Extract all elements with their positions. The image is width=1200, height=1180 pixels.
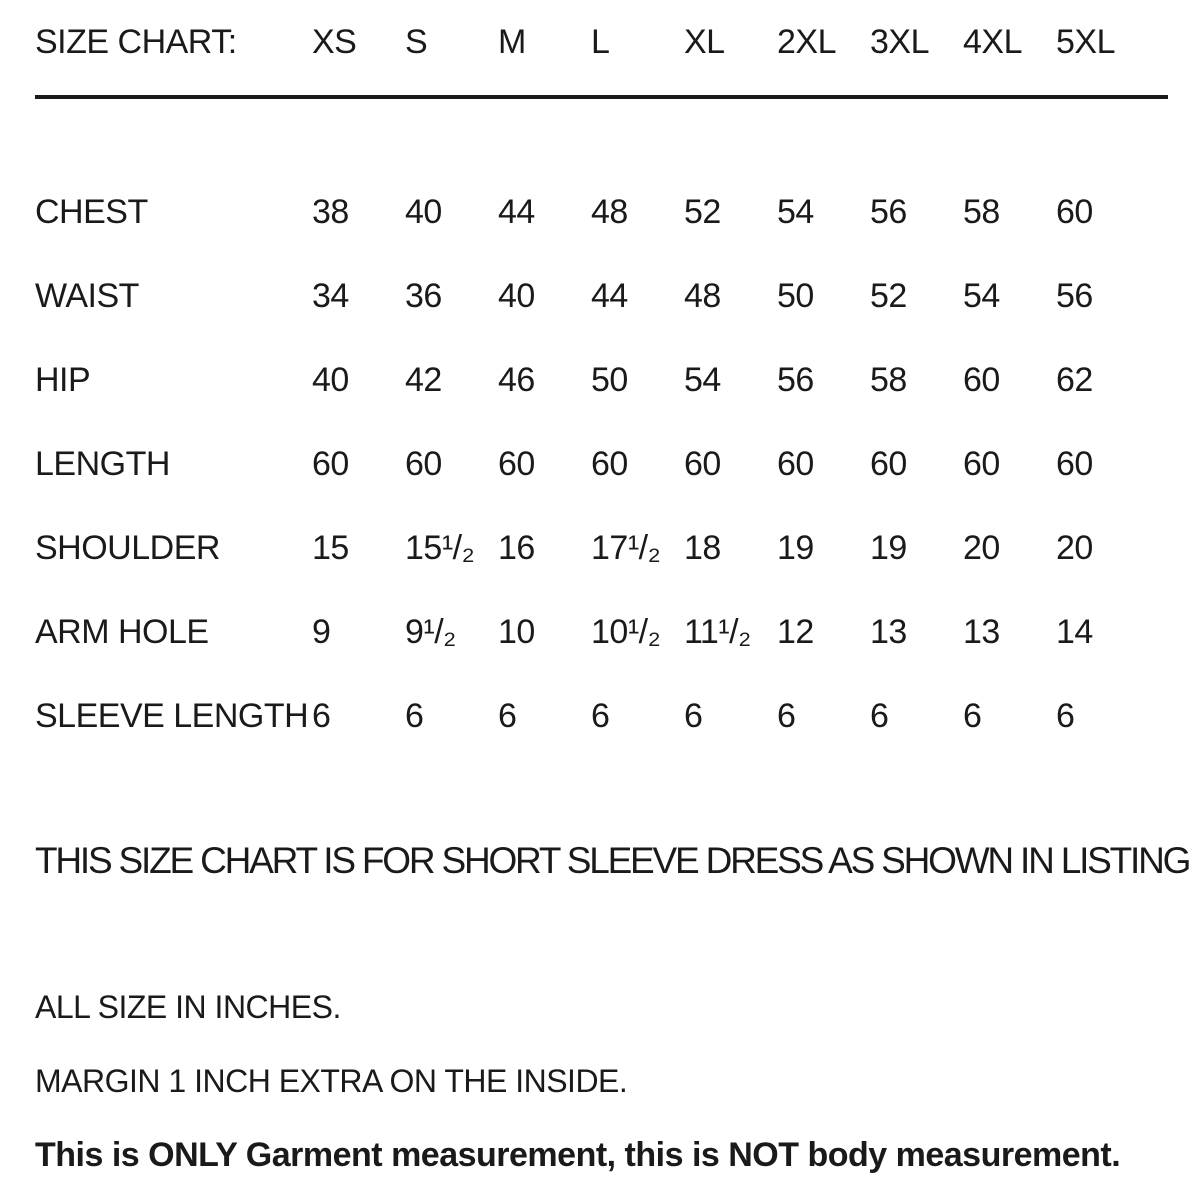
- cell-value: 38: [312, 192, 349, 231]
- column-header-l: L: [591, 22, 610, 61]
- cell-value: 6: [591, 696, 610, 735]
- column-header-2xl: 2XL: [777, 22, 837, 61]
- cell-value: 60: [870, 444, 907, 483]
- cell-value: 6: [963, 696, 982, 735]
- row-label: SHOULDER: [35, 528, 220, 567]
- column-header-3xl: 3XL: [870, 22, 930, 61]
- cell-value: 10: [498, 612, 535, 651]
- cell-value: 6: [498, 696, 517, 735]
- note-units: ALL SIZE IN INCHES.: [35, 989, 341, 1025]
- cell-value: 50: [591, 360, 628, 399]
- cell-value: 60: [498, 444, 535, 483]
- column-header-xl: XL: [684, 22, 725, 61]
- cell-value: 60: [312, 444, 349, 483]
- note-listing: THIS SIZE CHART IS FOR SHORT SLEEVE DRES…: [35, 840, 1191, 881]
- cell-value: 16: [498, 528, 535, 567]
- cell-value: 6: [870, 696, 889, 735]
- cell-value: 34: [312, 276, 349, 315]
- size-chart-title: SIZE CHART:: [35, 22, 237, 61]
- note-margin: MARGIN 1 INCH EXTRA ON THE INSIDE.: [35, 1063, 628, 1099]
- column-header-4xl: 4XL: [963, 22, 1023, 61]
- cell-value: 60: [1056, 444, 1093, 483]
- table-row-sleeve-length: SLEEVE LENGTH 6 6 6 6 6 6 6 6 6: [35, 674, 1200, 758]
- cell-value: 9¹/₂: [405, 612, 456, 651]
- cell-value: 6: [1056, 696, 1075, 735]
- table-row-hip: HIP 40 42 46 50 54 56 58 60 62: [35, 338, 1200, 422]
- cell-value: 60: [963, 444, 1000, 483]
- table-row-waist: WAIST 34 36 40 44 48 50 52 54 56: [35, 254, 1200, 338]
- cell-value: 58: [963, 192, 1000, 231]
- cell-value: 48: [684, 276, 721, 315]
- cell-value: 44: [498, 192, 535, 231]
- cell-value: 6: [684, 696, 703, 735]
- cell-value: 54: [684, 360, 721, 399]
- cell-value: 44: [591, 276, 628, 315]
- cell-value: 52: [684, 192, 721, 231]
- cell-value: 12: [777, 612, 814, 651]
- cell-value: 17¹/₂: [591, 528, 661, 567]
- cell-value: 19: [870, 528, 907, 567]
- cell-value: 13: [963, 612, 1000, 651]
- row-label: ARM HOLE: [35, 612, 209, 651]
- cell-value: 60: [963, 360, 1000, 399]
- divider-line: [35, 95, 1168, 99]
- row-label: CHEST: [35, 192, 148, 231]
- cell-value: 6: [312, 696, 331, 735]
- cell-value: 11¹/₂: [684, 612, 751, 651]
- cell-value: 15: [312, 528, 349, 567]
- size-chart-body: CHEST 38 40 44 48 52 54 56 58 60 WAIST 3…: [35, 170, 1200, 758]
- cell-value: 18: [684, 528, 721, 567]
- cell-value: 52: [870, 276, 907, 315]
- column-header-m: M: [498, 22, 526, 61]
- cell-value: 6: [405, 696, 424, 735]
- cell-value: 56: [870, 192, 907, 231]
- column-header-s: S: [405, 22, 428, 61]
- table-row-chest: CHEST 38 40 44 48 52 54 56 58 60: [35, 170, 1200, 254]
- note-disclaimer: This is ONLY Garment measurement, this i…: [35, 1136, 1121, 1174]
- cell-value: 9: [312, 612, 331, 651]
- size-chart-header-row: SIZE CHART: XS S M L XL 2XL 3XL 4XL 5XL: [35, 0, 1200, 84]
- cell-value: 46: [498, 360, 535, 399]
- cell-value: 20: [963, 528, 1000, 567]
- cell-value: 48: [591, 192, 628, 231]
- cell-value: 54: [777, 192, 814, 231]
- table-row-armhole: ARM HOLE 9 9¹/₂ 10 10¹/₂ 11¹/₂ 12 13 13 …: [35, 590, 1200, 674]
- cell-value: 50: [777, 276, 814, 315]
- cell-value: 40: [405, 192, 442, 231]
- column-header-5xl: 5XL: [1056, 22, 1116, 61]
- table-row-shoulder: SHOULDER 15 15¹/₂ 16 17¹/₂ 18 19 19 20 2…: [35, 506, 1200, 590]
- cell-value: 60: [684, 444, 721, 483]
- cell-value: 62: [1056, 360, 1093, 399]
- column-header-xs: XS: [312, 22, 357, 61]
- table-row-length: LENGTH 60 60 60 60 60 60 60 60 60: [35, 422, 1200, 506]
- cell-value: 10¹/₂: [591, 612, 661, 651]
- cell-value: 58: [870, 360, 907, 399]
- cell-value: 42: [405, 360, 442, 399]
- cell-value: 56: [777, 360, 814, 399]
- row-label: WAIST: [35, 276, 139, 315]
- cell-value: 60: [1056, 192, 1093, 231]
- cell-value: 15¹/₂: [405, 528, 475, 567]
- cell-value: 14: [1056, 612, 1093, 651]
- row-label: SLEEVE LENGTH: [35, 696, 309, 735]
- cell-value: 40: [312, 360, 349, 399]
- cell-value: 60: [405, 444, 442, 483]
- cell-value: 60: [591, 444, 628, 483]
- cell-value: 13: [870, 612, 907, 651]
- row-label: LENGTH: [35, 444, 170, 483]
- cell-value: 20: [1056, 528, 1093, 567]
- cell-value: 54: [963, 276, 1000, 315]
- row-label: HIP: [35, 360, 91, 399]
- cell-value: 36: [405, 276, 442, 315]
- cell-value: 19: [777, 528, 814, 567]
- cell-value: 60: [777, 444, 814, 483]
- cell-value: 40: [498, 276, 535, 315]
- cell-value: 56: [1056, 276, 1093, 315]
- cell-value: 6: [777, 696, 796, 735]
